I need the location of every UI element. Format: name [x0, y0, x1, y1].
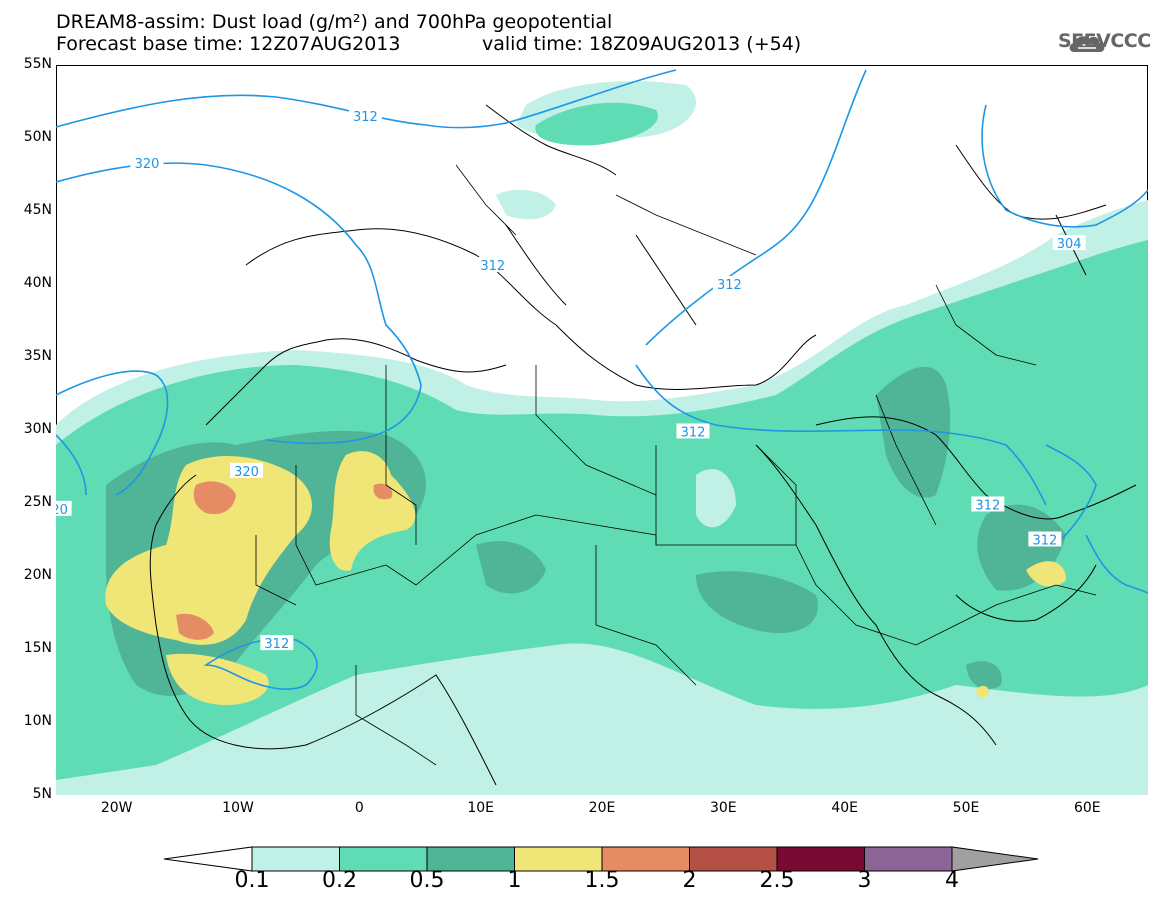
logo-text: SEEVCCC — [1058, 30, 1151, 52]
lat-label: 30N — [23, 421, 52, 437]
colorbar-label: 4 — [945, 868, 959, 893]
colorbar — [163, 846, 1039, 872]
lon-label: 30E — [709, 800, 737, 816]
contour-label: 312 — [681, 425, 706, 440]
lon-label: 40E — [831, 800, 858, 816]
contour-label: 304 — [1057, 237, 1082, 252]
contour-label-bg — [130, 154, 164, 170]
contour-label: 312 — [353, 110, 378, 125]
contour-label-bg — [229, 462, 263, 478]
lat-label: 55N — [23, 56, 52, 72]
contour-label-bg — [476, 257, 510, 273]
forecast-base-time: Forecast base time: 12Z07AUG2013 — [56, 33, 401, 55]
contour-label: 312 — [1032, 534, 1057, 549]
contour-label: 320 — [234, 465, 259, 480]
lon-label: 60E — [1073, 800, 1101, 816]
contour-label: 20 — [56, 503, 68, 518]
lat-label: 10N — [23, 713, 52, 729]
dust-layer-1 — [105, 451, 1066, 705]
map-title: DREAM8-assim: Dust load (g/m²) and 700hP… — [56, 11, 613, 33]
contour-label-bg — [348, 108, 382, 124]
colorbar-label: 0.5 — [409, 868, 445, 893]
lon-label: 10E — [467, 800, 494, 816]
lat-label: 50N — [23, 129, 52, 145]
colorbar-label: 2.5 — [759, 868, 795, 893]
colorbar-label: 1 — [507, 868, 522, 893]
contour-label-bg — [1052, 235, 1086, 251]
contour-label: 312 — [975, 498, 1000, 513]
colorbar-label: 3 — [857, 868, 872, 893]
contour-label-bg — [676, 423, 710, 439]
colorbar-segment — [339, 846, 428, 872]
colorbar-segment — [251, 846, 340, 872]
lat-label: 35N — [23, 348, 52, 364]
geopotential-contours — [56, 69, 1148, 690]
contour-label: 312 — [264, 637, 289, 652]
colorbar-segment — [601, 846, 690, 872]
lat-label: 15N — [23, 640, 52, 656]
colorbar-label: 1.5 — [584, 868, 620, 893]
contour-label-bg — [712, 276, 746, 291]
dust-map: 312 320 312 312 304 312 320 20 312 312 312 — [56, 69, 1148, 795]
country-borders — [255, 164, 1097, 766]
contour-label-bg — [1028, 531, 1062, 547]
contour-label: 320 — [135, 157, 160, 172]
contour-label: 312 — [717, 278, 742, 293]
contour-label-bg — [56, 500, 72, 516]
lat-label: 40N — [23, 275, 52, 291]
valid-time: valid time: 18Z09AUG2013 (+54) — [482, 33, 802, 55]
colorbar-arrow-right — [951, 846, 1039, 872]
lon-label: 10W — [222, 800, 254, 816]
lat-label: 25N — [23, 494, 52, 510]
colorbar-label: 0.2 — [322, 868, 357, 893]
lon-label: 0 — [354, 800, 364, 816]
colorbar-label: 2 — [682, 868, 697, 893]
cloud-logo-icon — [1069, 36, 1105, 52]
dust-layer-1.5 — [176, 481, 393, 640]
contour-label: 312 — [480, 259, 505, 274]
colorbar-label: 0.1 — [234, 868, 270, 893]
lat-label: 5N — [32, 786, 52, 802]
contour-labels: 312 320 312 312 304 312 320 20 312 312 312 — [56, 108, 1086, 652]
lon-label: 20W — [100, 800, 133, 816]
colorbar-segment — [776, 846, 865, 872]
colorbar-segment — [514, 846, 603, 872]
lon-label: 20E — [588, 800, 616, 816]
lat-label: 20N — [23, 567, 52, 583]
colorbar-segment — [689, 846, 778, 872]
lat-label: 45N — [23, 202, 52, 218]
contour-label-bg — [971, 496, 1005, 512]
lon-label: 50E — [952, 800, 980, 816]
contour-label-bg — [260, 635, 294, 651]
